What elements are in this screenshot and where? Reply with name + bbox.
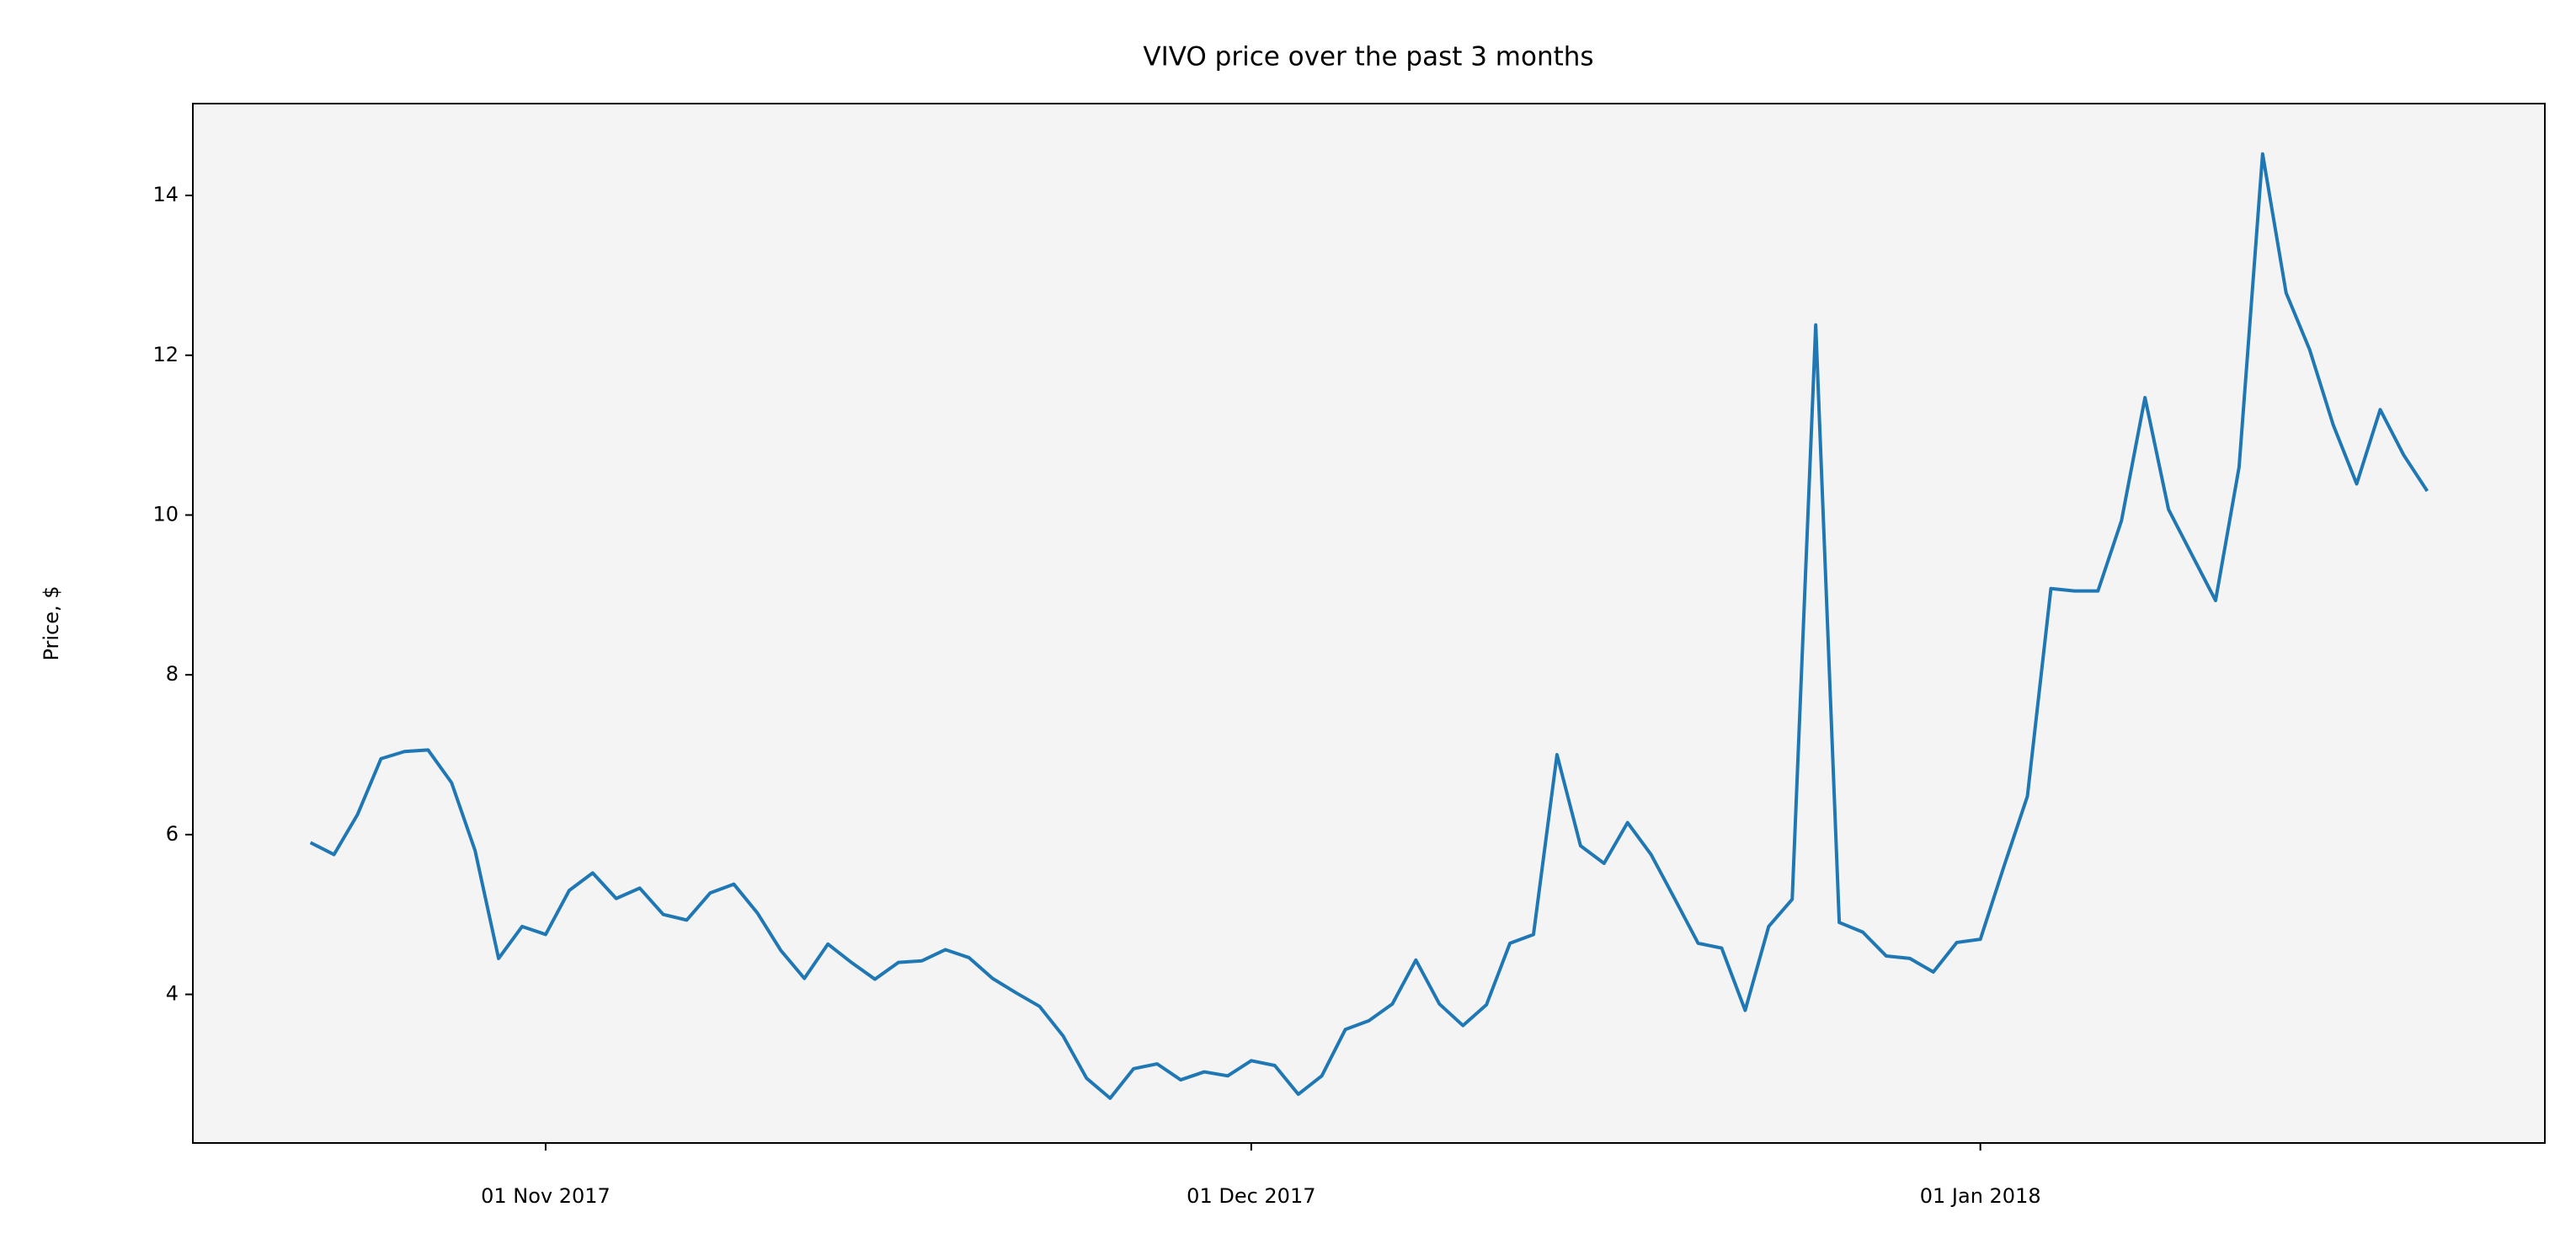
chart-title: VIVO price over the past 3 months: [1143, 42, 1593, 72]
price-line: [309, 152, 2429, 1100]
plot-frame: [192, 103, 2546, 1144]
y-axis-label: Price, $: [40, 585, 63, 660]
y-tick-label: 12: [152, 343, 179, 366]
y-tick-label: 10: [152, 502, 179, 526]
x-tick-label: 01 Nov 2017: [481, 1184, 611, 1208]
plot-background: [193, 104, 2545, 1143]
x-tick-label: 01 Dec 2017: [1187, 1184, 1315, 1208]
x-tick-label: 01 Jan 2018: [1920, 1184, 2041, 1208]
y-tick-label: 8: [166, 662, 179, 686]
y-tick-label: 14: [152, 183, 179, 206]
y-tick-label: 4: [166, 982, 179, 1006]
y-tick-label: 6: [166, 822, 179, 846]
